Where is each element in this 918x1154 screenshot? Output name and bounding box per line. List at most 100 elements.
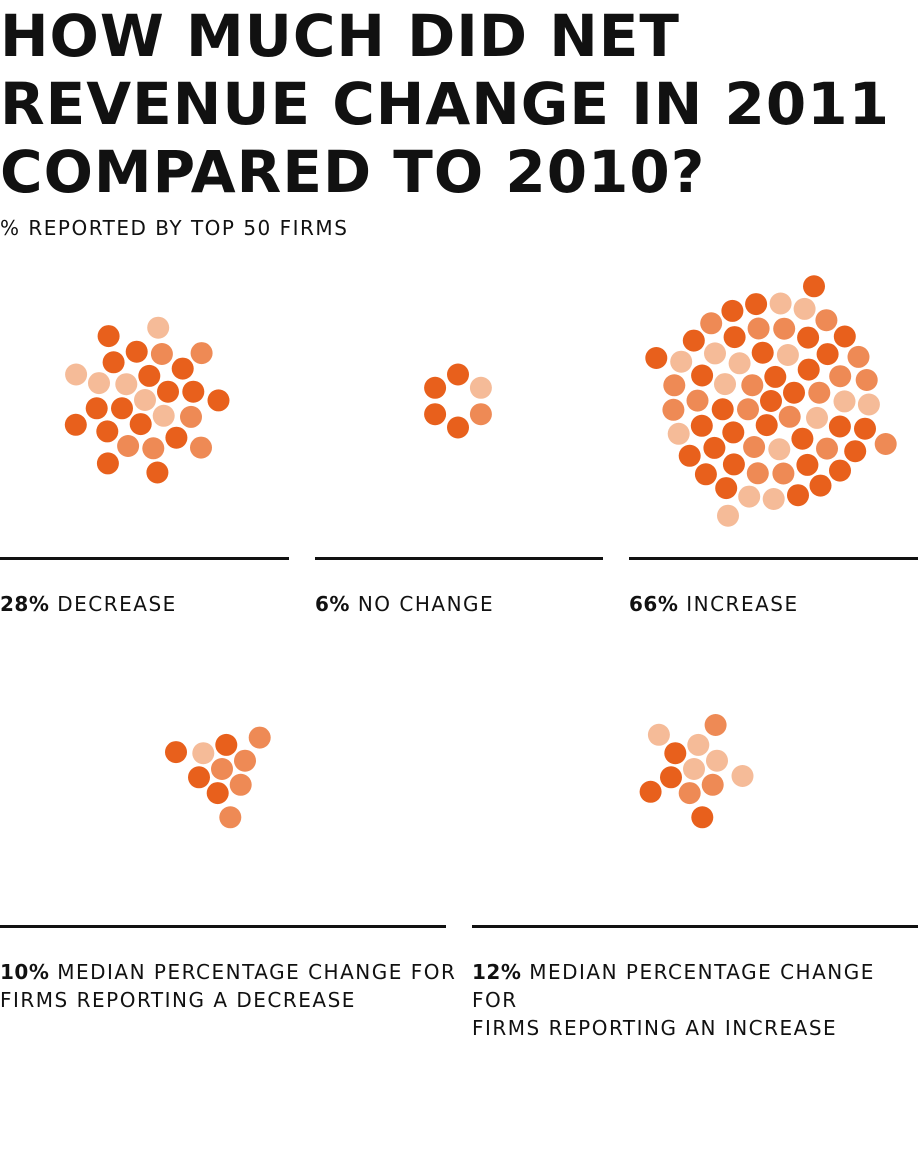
percent-dot xyxy=(686,389,709,412)
decrease-divider xyxy=(0,557,289,560)
percent-dot xyxy=(760,390,782,412)
percent-dot xyxy=(206,782,229,805)
percent-dot xyxy=(117,435,140,457)
percent-dot xyxy=(85,397,108,420)
percent-dot xyxy=(146,461,169,484)
decrease-label: 28% DECREASE xyxy=(0,590,177,618)
increase-dot-cluster-svg xyxy=(645,275,897,527)
percent-dot xyxy=(469,403,492,426)
percent-dot xyxy=(180,405,202,428)
percent-dot xyxy=(152,404,175,427)
percent-dot xyxy=(768,438,791,461)
percent-dot xyxy=(190,436,212,459)
percent-dot xyxy=(797,326,820,349)
median-increase-dot-cluster-svg xyxy=(639,714,754,829)
percent-dot xyxy=(234,749,256,772)
percent-dot xyxy=(728,352,751,375)
percent-dot xyxy=(844,440,867,463)
percent-dot xyxy=(667,422,690,445)
percent-dot xyxy=(424,376,447,399)
percent-dot xyxy=(687,733,710,756)
percent-dot xyxy=(741,374,764,397)
median-increase-percent: 12% xyxy=(472,960,522,984)
percent-dot xyxy=(683,758,705,780)
percent-dot xyxy=(772,462,795,485)
percent-dot xyxy=(762,488,785,510)
percent-dot xyxy=(125,340,148,363)
median-increase-text-line1: MEDIAN PERCENTAGE CHANGE FOR xyxy=(472,960,875,1012)
increase-text: INCREASE xyxy=(686,592,799,616)
chart-subtitle: % REPORTED BY TOP 50 FIRMS xyxy=(0,216,349,240)
percent-dot xyxy=(134,389,156,411)
percent-dot xyxy=(769,292,792,315)
percent-dot xyxy=(833,390,856,413)
percent-dot xyxy=(722,421,745,444)
percent-dot xyxy=(714,373,736,396)
percent-dot xyxy=(447,363,469,386)
percent-dot xyxy=(248,726,271,749)
median-increase-divider xyxy=(472,925,918,928)
no-change-dot-cluster-svg xyxy=(424,363,492,439)
percent-dot xyxy=(678,782,701,805)
percent-dot xyxy=(678,444,701,467)
median-increase-label: 12% MEDIAN PERCENTAGE CHANGE FOR FIRMS R… xyxy=(472,958,918,1042)
percent-dot xyxy=(147,316,170,339)
percent-dot xyxy=(803,275,825,298)
median-decrease-percent: 10% xyxy=(0,960,50,984)
percent-dot xyxy=(215,733,238,756)
percent-dot xyxy=(703,436,726,459)
percent-dot xyxy=(207,389,230,412)
percent-dot xyxy=(793,297,816,320)
percent-dot xyxy=(96,420,119,443)
median-decrease-dot-cluster-svg xyxy=(165,726,271,829)
percent-dot xyxy=(778,405,801,428)
no-change-divider xyxy=(315,557,603,560)
percent-dot xyxy=(797,358,820,381)
percent-dot xyxy=(639,780,662,803)
percent-dot xyxy=(738,485,761,508)
median-decrease-text-line1: MEDIAN PERCENTAGE CHANGE FOR xyxy=(57,960,457,984)
percent-dot xyxy=(854,417,876,440)
percent-dot xyxy=(129,413,152,436)
percent-dot xyxy=(670,350,693,373)
percent-dot xyxy=(96,452,119,475)
percent-dot xyxy=(857,393,880,416)
percent-dot xyxy=(829,459,851,482)
percent-dot xyxy=(171,357,194,380)
percent-dot xyxy=(424,403,447,426)
no-change-text: NO CHANGE xyxy=(357,592,495,616)
median-increase-text-line2: FIRMS REPORTING AN INCREASE xyxy=(472,1016,838,1040)
percent-dot xyxy=(783,381,805,404)
percent-dot xyxy=(190,342,213,365)
increase-label: 66% INCREASE xyxy=(629,590,799,618)
percent-dot xyxy=(722,453,745,476)
increase-percent: 66% xyxy=(629,592,679,616)
percent-dot xyxy=(469,376,492,399)
percent-dot xyxy=(142,437,165,460)
percent-dot xyxy=(723,326,746,349)
percent-dot xyxy=(706,749,728,772)
percent-dot xyxy=(694,463,717,486)
percent-dot xyxy=(808,381,831,404)
percent-dot xyxy=(229,773,252,796)
percent-dot xyxy=(691,364,714,387)
percent-dot xyxy=(737,398,759,421)
increase-divider xyxy=(629,557,918,560)
percent-dot xyxy=(874,433,897,455)
percent-dot xyxy=(690,414,713,437)
chart-title: HOW MUCH DID NET REVENUE CHANGE IN 2011 … xyxy=(0,2,890,206)
percent-dot xyxy=(704,714,727,736)
percent-dot xyxy=(855,369,878,391)
percent-dot xyxy=(701,773,724,796)
percent-dot xyxy=(682,329,705,352)
no-change-dot-cluster xyxy=(0,300,918,520)
decrease-percent: 28% xyxy=(0,592,50,616)
decrease-text: DECREASE xyxy=(57,592,177,616)
percent-dot xyxy=(816,437,838,460)
percent-dot xyxy=(150,343,173,365)
decrease-dot-cluster xyxy=(0,300,290,520)
percent-dot xyxy=(64,413,87,436)
percent-dot xyxy=(791,427,814,450)
percent-dot xyxy=(833,325,856,348)
percent-dot xyxy=(97,325,120,348)
